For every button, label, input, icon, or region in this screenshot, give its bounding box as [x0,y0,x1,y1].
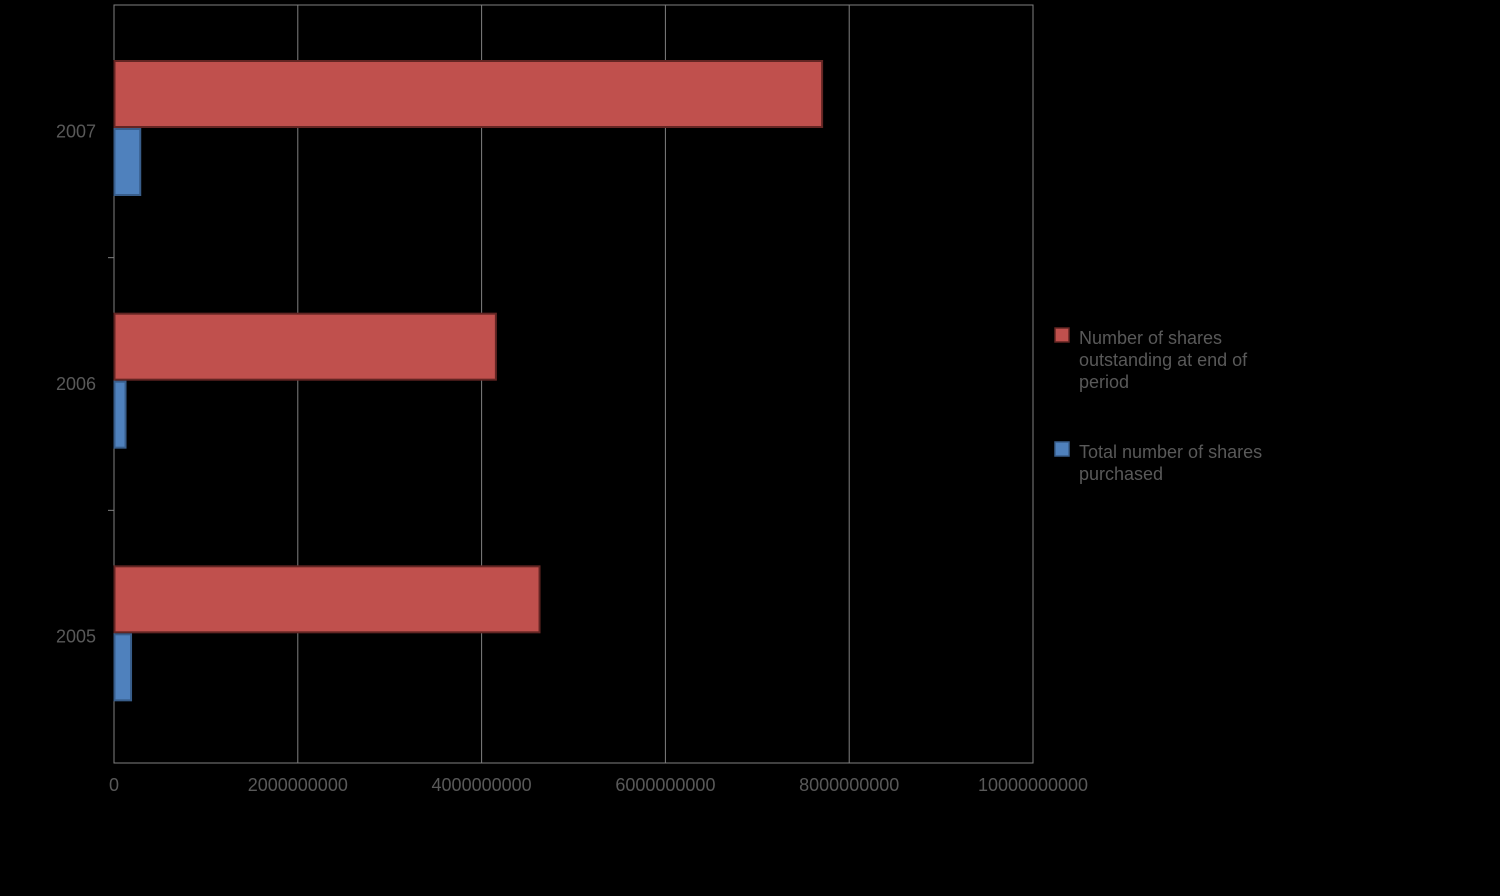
x-tick-label: 10000000000 [978,775,1088,795]
bar [115,566,540,632]
legend-swatch [1055,328,1069,342]
y-category-label: 2006 [56,374,96,394]
chart-svg: 0 2000000000 4000000000 6000000000 800000000… [0,0,1500,896]
bar [115,61,823,127]
bar [115,314,496,380]
y-category-label: 2007 [56,121,96,141]
x-tick-label: 4000000000 [432,775,532,795]
x-tick-label: 2000000000 [248,775,348,795]
legend-swatch [1055,442,1069,456]
x-tick-label: 0 [109,775,119,795]
bar-chart: 0 2000000000 4000000000 6000000000 800000000… [0,0,1500,896]
x-tick-label: 6000000000 [615,775,715,795]
bar [115,382,126,448]
bar [115,634,132,700]
y-category-label: 2005 [56,627,96,647]
bar [115,129,141,195]
x-tick-label: 8000000000 [799,775,899,795]
